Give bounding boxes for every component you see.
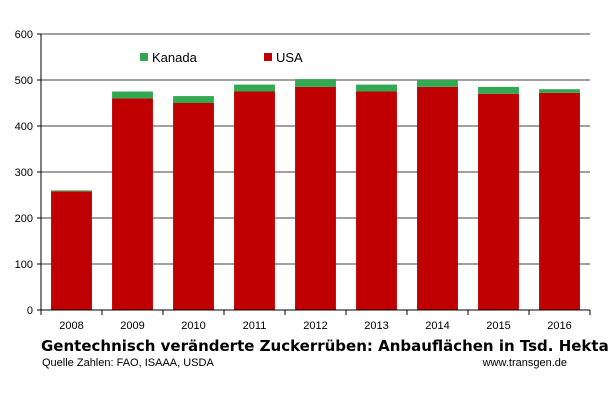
bar-kanada-2009 <box>112 91 153 99</box>
bar-usa-2008 <box>51 191 92 310</box>
y-axis-ticks: 0 100 200 300 400 500 600 <box>15 29 41 317</box>
x-tick-label-2014: 2014 <box>425 320 449 332</box>
legend-swatch-kanada <box>140 53 148 61</box>
website-link[interactable]: www.transgen.de <box>482 357 567 369</box>
y-tick-label-400: 400 <box>15 121 33 133</box>
y-tick-label-0: 0 <box>27 305 33 317</box>
source-note: Quelle Zahlen: FAO, ISAAA, USDA <box>42 357 214 369</box>
bar-kanada-2008 <box>51 190 92 192</box>
x-tick-label-2016: 2016 <box>547 320 571 332</box>
bar-usa-2010 <box>173 103 214 310</box>
x-tick-label-2015: 2015 <box>486 320 510 332</box>
y-tick-label-500: 500 <box>15 75 33 87</box>
bar-usa-2015 <box>478 93 519 310</box>
y-tick-label-100: 100 <box>15 259 33 271</box>
y-tick-label-600: 600 <box>15 29 33 41</box>
x-tick-label-2008: 2008 <box>59 320 83 332</box>
bar-kanada-2010 <box>173 96 214 103</box>
bar-kanada-2013 <box>356 84 397 92</box>
bar-chart: 0 100 200 300 400 500 600 2008 2009 2010 2011 2012… <box>15 29 591 332</box>
bar-usa-2016 <box>539 92 580 310</box>
bar-kanada-2015 <box>478 86 519 94</box>
y-tick-label-300: 300 <box>15 167 33 179</box>
x-tick-label-2012: 2012 <box>303 320 327 332</box>
chart-title: Gentechnisch veränderte Zuckerrüben: Anb… <box>41 337 610 355</box>
bar-usa-2009 <box>112 98 153 311</box>
bar-kanada-2011 <box>234 84 275 92</box>
bar-usa-2012 <box>295 86 336 311</box>
y-tick-label-200: 200 <box>15 213 33 225</box>
bar-usa-2014 <box>417 86 458 311</box>
legend-swatch-usa <box>264 53 272 61</box>
bar-kanada-2014 <box>417 80 458 87</box>
x-tick-label-2009: 2009 <box>120 320 144 332</box>
bars <box>51 79 580 311</box>
x-tick-label-2010: 2010 <box>181 320 205 332</box>
x-tick-label-2011: 2011 <box>243 320 267 332</box>
bar-usa-2013 <box>356 91 397 310</box>
x-tick-label-2013: 2013 <box>364 320 388 332</box>
legend: Kanada USA <box>140 50 303 65</box>
bar-kanada-2016 <box>539 89 580 93</box>
bar-usa-2011 <box>234 91 275 310</box>
bar-kanada-2012 <box>295 79 336 87</box>
legend-label-usa: USA <box>276 50 303 65</box>
legend-label-kanada: Kanada <box>152 50 198 65</box>
x-axis-ticks: 2008 2009 2010 2011 2012 2013 2014 2015 2016 <box>40 310 591 332</box>
